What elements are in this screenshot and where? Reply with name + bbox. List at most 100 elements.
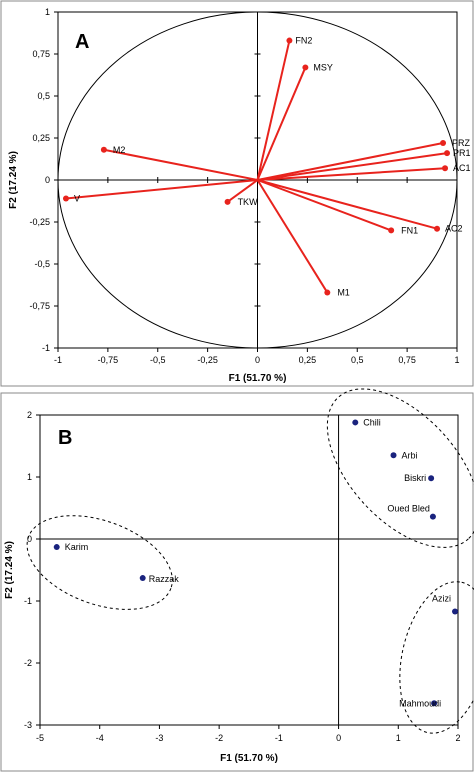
observation-label-arbi: Arbi — [402, 450, 418, 460]
vector-label-pr1: PR1 — [453, 148, 471, 158]
panel-a-correlation-circle: -1 -0,75 -0,5 -0,25 0 0,25 0,5 0,75 1 1 0,75 0,5 0,… — [0, 0, 474, 387]
observation-biskri: Biskri — [404, 473, 435, 483]
vector-line-m1 — [256, 179, 329, 294]
vector-label-m1: M1 — [337, 288, 350, 298]
vector-label-fn2: FN2 — [295, 36, 312, 46]
vector-point-ac2 — [434, 225, 441, 232]
panel-a-y-tick-label: -1 — [42, 343, 50, 353]
observation-point-razzak — [139, 575, 146, 582]
vector-point-ac1 — [442, 165, 449, 172]
vector-point-m1 — [324, 289, 331, 296]
vector-point-tkw — [224, 198, 231, 205]
vector-line-m2 — [103, 148, 258, 181]
observation-oued-bled: Oued Bled — [387, 504, 436, 520]
panel-a-y-tick-label: 0,5 — [37, 91, 50, 101]
observation-label-chili: Chili — [363, 417, 381, 427]
panel-b-y-tick-label: -1 — [24, 596, 32, 606]
panel-b-y-tick-label: 1 — [27, 472, 32, 482]
observation-point-arbi — [390, 452, 397, 459]
vector-label-ac2: AC2 — [445, 224, 463, 234]
panel-b-y-tick-label: -2 — [24, 658, 32, 668]
cluster-ellipses — [26, 388, 474, 734]
vector-label-prz: PRZ — [452, 138, 471, 148]
observation-karim: Karim — [53, 542, 88, 552]
observation-point-biskri — [428, 475, 435, 482]
panel-a-x-tick-label: 0 — [255, 355, 260, 365]
vector-msy: MSY — [256, 62, 333, 181]
panel-a-y-axis-label: F2 (17.24 %) — [8, 151, 19, 209]
panel-a-y-ticks: 1 0,75 0,5 0,25 0 -0,25 -0,5 -0,75 -1 — [29, 7, 261, 353]
panel-b-x-tick-label: -4 — [96, 733, 104, 743]
observation-arbi: Arbi — [390, 450, 418, 460]
observation-point-azizi — [452, 608, 459, 615]
panel-b-x-axis-label: F1 (51.70 %) — [220, 753, 278, 764]
vector-fn1: FN1 — [257, 179, 418, 235]
panel-a-x-tick-label: 0,25 — [299, 355, 317, 365]
observation-chili: Chili — [352, 417, 381, 427]
vector-label-ac1: AC1 — [453, 163, 471, 173]
panel-b-observations: -5 -4 -3 -2 -1 0 1 2 2 1 0 -1 -2 -3 Chili Arbi Biskri O… — [0, 388, 474, 772]
panel-a-x-tick-label: -0,5 — [150, 355, 166, 365]
vector-label-tkw: TKW — [238, 197, 259, 207]
panel-a-x-tick-label: 0,75 — [398, 355, 416, 365]
vector-label-msy: MSY — [313, 62, 333, 72]
cluster-ellipse-3 — [399, 581, 474, 734]
vector-line-v — [65, 179, 258, 200]
cluster-ellipse-2 — [26, 515, 173, 610]
panel-a-x-tick-label: -0,25 — [197, 355, 218, 365]
vector-point-v — [62, 195, 69, 202]
panel-b-y-axis-label: F2 (17.24 %) — [4, 541, 15, 599]
panel-b-y-ticks: 2 1 0 -1 -2 -3 — [24, 410, 40, 730]
panel-b-y-tick-label: 2 — [27, 410, 32, 420]
panel-b-y-tick-label: -3 — [24, 720, 32, 730]
observation-mahmoudi: Mahmoudi — [399, 698, 441, 708]
observation-points: Chili Arbi Biskri Oued Bled Karim Razzak Azizi… — [53, 417, 459, 708]
panel-a-frame — [0, 0, 474, 387]
panel-b-y-tick-label: 0 — [27, 534, 32, 544]
panel-a-x-tick-label: -1 — [54, 355, 62, 365]
observation-razzak: Razzak — [139, 574, 180, 584]
panel-b-letter: B — [58, 427, 72, 449]
vector-label-v: V — [74, 193, 80, 203]
vector-pr1: PR1 — [257, 148, 471, 181]
vector-point-pr1 — [444, 150, 451, 157]
vector-ac2: AC2 — [257, 179, 463, 234]
vector-line-ac1 — [257, 167, 446, 181]
observation-label-razzak: Razzak — [149, 574, 180, 584]
vector-point-msy — [302, 64, 309, 71]
panel-b-x-tick-label: -5 — [36, 733, 44, 743]
observation-point-oued-bled — [429, 513, 436, 520]
panel-a-y-tick-label: 1 — [45, 7, 50, 17]
panel-a-letter: A — [75, 31, 89, 53]
panel-b-x-tick-label: 1 — [396, 733, 401, 743]
panel-a-y-tick-label: 0,75 — [32, 49, 50, 59]
panel-b-x-tick-label: -2 — [215, 733, 223, 743]
panel-b-x-tick-label: 0 — [336, 733, 341, 743]
observation-label-mahmoudi: Mahmoudi — [399, 698, 441, 708]
vector-point-m2 — [100, 146, 107, 153]
vector-line-fn2 — [256, 40, 291, 181]
vector-line-prz — [257, 142, 444, 181]
panel-a-x-ticks: -1 -0,75 -0,5 -0,25 0 0,25 0,5 0,75 1 — [54, 177, 460, 365]
panel-a-y-tick-label: -0,5 — [34, 259, 50, 269]
panel-a-y-tick-label: 0,25 — [32, 133, 50, 143]
vector-m1: M1 — [256, 179, 350, 298]
panel-b-x-tick-label: -3 — [155, 733, 163, 743]
vector-prz: PRZ — [257, 138, 471, 181]
vector-label-m2: M2 — [113, 145, 126, 155]
panel-a-x-tick-label: -0,75 — [98, 355, 119, 365]
vector-line-tkw — [226, 179, 259, 203]
vector-ac1: AC1 — [257, 163, 471, 181]
panel-b-plot-area — [39, 414, 459, 726]
vector-line-msy — [256, 67, 307, 181]
vector-v: V — [62, 179, 258, 203]
observation-point-karim — [53, 544, 60, 551]
observation-azizi: Azizi — [432, 594, 459, 615]
panel-b-x-tick-label: 2 — [455, 733, 460, 743]
panel-a-x-tick-label: 1 — [454, 355, 459, 365]
vector-point-fn2 — [286, 37, 293, 44]
panel-a-y-tick-label: -0,25 — [29, 217, 50, 227]
